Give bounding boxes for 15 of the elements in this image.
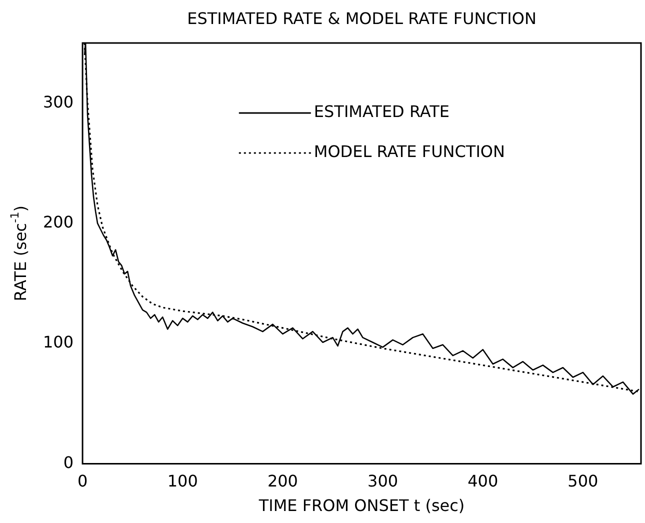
x-tick-label: 500	[568, 472, 598, 491]
y-tick-label: 0	[63, 452, 74, 472]
y-tick-label: 100	[42, 332, 74, 352]
y-tick-label: 200	[42, 212, 74, 232]
legend-label: MODEL RATE FUNCTION	[314, 142, 505, 162]
x-tick-label: 0	[77, 472, 88, 491]
x-tick-label: 300	[368, 472, 398, 491]
x-axis-title: TIME FROM ONSET t (sec)	[258, 496, 465, 516]
x-tick-label: 400	[468, 472, 498, 491]
y-axis-title: RATE (sec-1)	[8, 206, 30, 302]
legend-label: ESTIMATED RATE	[314, 102, 450, 122]
y-tick-label: 300	[42, 92, 74, 112]
x-tick-label: 100	[167, 472, 198, 491]
x-tick-label: 200	[267, 472, 298, 491]
chart-title: ESTIMATED RATE & MODEL RATE FUNCTION	[187, 9, 536, 28]
